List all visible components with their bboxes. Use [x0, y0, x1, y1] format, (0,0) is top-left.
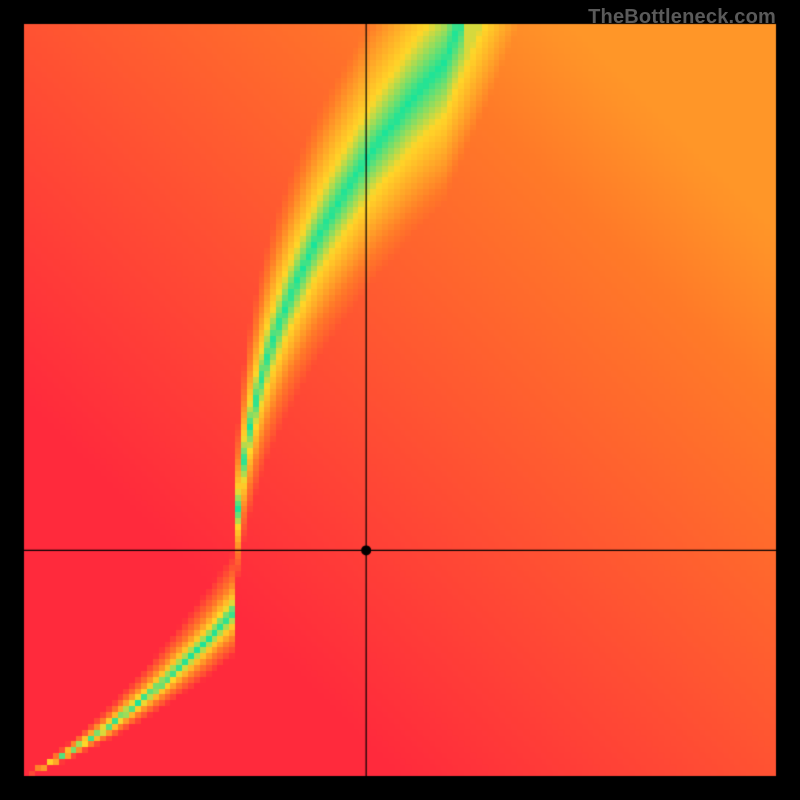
watermark-text: TheBottleneck.com — [588, 6, 776, 29]
bottleneck-heatmap — [0, 0, 800, 800]
chart-container: TheBottleneck.com — [0, 0, 800, 800]
